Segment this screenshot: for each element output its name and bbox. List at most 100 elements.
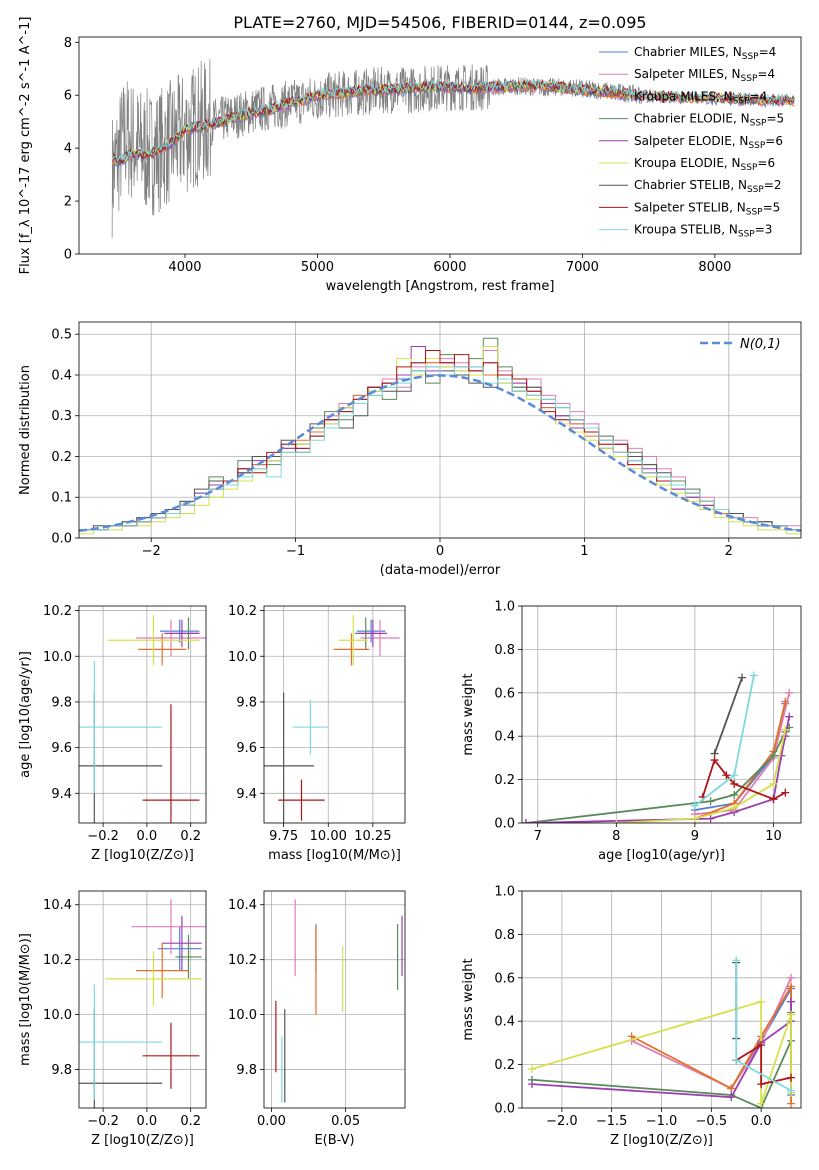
series-line xyxy=(694,692,791,816)
histogram-step xyxy=(79,366,801,538)
y-tick-label: 2 xyxy=(64,195,72,210)
errorbar xyxy=(142,1022,200,1089)
errorbar xyxy=(162,915,202,971)
series-line xyxy=(694,675,755,807)
x-tick-label: 9 xyxy=(691,829,699,844)
errorbar xyxy=(107,615,200,666)
y-tick-label: 4 xyxy=(64,142,72,157)
x-axis-label: Z [log10(Z/Z⊙)] xyxy=(91,848,194,863)
data-point xyxy=(769,795,778,804)
x-tick-label: −0.2 xyxy=(87,829,119,844)
plot-area xyxy=(522,606,801,823)
errorbar xyxy=(358,619,388,648)
data-point xyxy=(732,956,741,965)
data-point xyxy=(730,771,739,780)
errorbar xyxy=(160,619,200,643)
errorbar xyxy=(157,926,202,971)
series-line xyxy=(713,677,743,754)
data-point xyxy=(781,725,790,734)
errorbar xyxy=(338,615,368,666)
data-point xyxy=(527,1064,536,1073)
data-point xyxy=(722,771,731,780)
y-tick-label: 10.2 xyxy=(228,953,257,968)
data-point xyxy=(612,819,621,823)
spectrum-data-line xyxy=(111,59,643,239)
legend-label: N(0,1) xyxy=(740,337,781,352)
axes-frame xyxy=(78,36,802,255)
y-tick-label: 9.8 xyxy=(236,695,257,710)
x-tick-label: 1 xyxy=(580,544,588,559)
legend-label: Kroupa STELIB, NSSP=3 xyxy=(634,223,772,240)
data-point xyxy=(781,697,790,706)
y-tick-label: 10.4 xyxy=(228,898,257,913)
y-tick-label: 0.0 xyxy=(51,532,72,547)
y-tick-label: 9.4 xyxy=(236,787,257,802)
y-tick-label: 9.6 xyxy=(236,741,257,756)
data-point xyxy=(730,779,739,788)
axes-frame xyxy=(263,890,406,1109)
y-tick-label: 0.3 xyxy=(51,409,72,424)
plot-area xyxy=(264,606,405,823)
x-axis-label: mass [log10(M/M⊙)] xyxy=(268,848,401,863)
data-point xyxy=(769,751,778,760)
y-tick-label: 10.0 xyxy=(43,1008,72,1023)
y-tick-label: 0.4 xyxy=(494,1015,515,1030)
x-tick-label: −1.0 xyxy=(646,1114,678,1129)
x-tick-label: 0.05 xyxy=(331,1114,360,1129)
y-tick-label: 0.5 xyxy=(51,328,72,343)
data-point xyxy=(710,756,719,765)
x-tick-label: 0.0 xyxy=(751,1114,772,1129)
x-tick-label: −0.2 xyxy=(87,1114,119,1129)
data-point xyxy=(785,688,794,697)
y-tick-label: 10.2 xyxy=(228,604,257,619)
data-point xyxy=(787,1010,796,1019)
series-line xyxy=(525,726,790,823)
plot-area xyxy=(264,891,405,1108)
y-tick-label: 1.0 xyxy=(494,600,515,615)
x-tick-label: 6000 xyxy=(433,260,466,275)
y-tick-label: 0.4 xyxy=(51,368,72,383)
y-tick-label: 9.8 xyxy=(236,1063,257,1078)
plot-area xyxy=(111,59,795,239)
x-tick-label: 2 xyxy=(725,544,733,559)
axes-frame xyxy=(521,890,802,1109)
y-tick-label: 0.0 xyxy=(494,1102,515,1117)
data-point xyxy=(769,779,778,788)
errorbar xyxy=(164,619,200,648)
legend-label: Chabrier STELIB, NSSP=2 xyxy=(634,178,782,195)
axes-frame xyxy=(78,321,802,539)
errorbar xyxy=(360,619,400,657)
legend-label: Salpeter ELODIE, NSSP=6 xyxy=(634,134,783,151)
y-tick-label: 10.0 xyxy=(228,650,257,665)
y-tick-label: 1.0 xyxy=(494,885,515,900)
y-tick-label: 0.2 xyxy=(51,450,72,465)
panel-age-vs-mass: 9.75 10.00 10.25 9.4 9.6 9.8 10.0 10.2 mass [log… xyxy=(228,604,406,863)
data-point xyxy=(749,671,758,680)
data-point xyxy=(787,973,796,982)
x-axis-label: age [log10(age/yr)] xyxy=(598,848,725,863)
x-tick-label: 7000 xyxy=(566,260,599,275)
data-point xyxy=(787,1073,796,1082)
data-point xyxy=(787,997,796,1006)
x-tick-label: −2 xyxy=(142,544,161,559)
y-axis-label: mass weight xyxy=(461,673,476,755)
axes-frame xyxy=(78,605,207,824)
y-axis-label: age [log10(age/yr)] xyxy=(18,651,33,778)
panel-age-vs-Z: −0.2 0.0 0.2 9.4 9.6 9.8 10.0 10.2 Z [log10(Z/Z⊙… xyxy=(18,604,207,863)
x-tick-label: 8000 xyxy=(698,260,731,275)
series-line xyxy=(735,1043,792,1086)
y-axis-label: mass [log10(M/M⊙)] xyxy=(18,933,33,1066)
y-tick-label: 9.6 xyxy=(51,741,72,756)
panel-mass-vs-Z: −0.2 0.0 0.2 9.8 10.0 10.2 10.4 Z [log10(Z/Z⊙)]… xyxy=(18,890,207,1148)
panel-mass-weight-vs-age: 7 8 9 10 0.0 0.2 0.4 0.6 0.8 1.0 age [log10(age/yr… xyxy=(461,600,802,863)
y-tick-label: 0 xyxy=(64,248,72,263)
errorbar xyxy=(135,943,189,999)
errorbar xyxy=(79,984,163,1100)
errorbar xyxy=(278,779,325,821)
errorbar xyxy=(292,699,329,755)
x-tick-label: 0.2 xyxy=(180,1114,201,1129)
data-point xyxy=(777,751,786,760)
data-point xyxy=(787,1099,796,1108)
data-point xyxy=(730,790,739,799)
